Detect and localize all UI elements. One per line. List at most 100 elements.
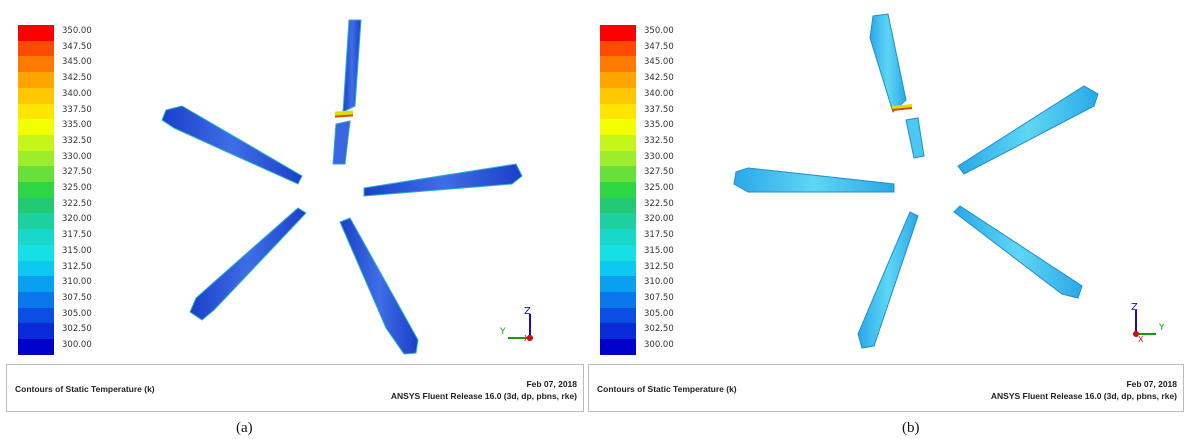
footer-title-b: Contours of Static Temperature (k): [597, 384, 737, 394]
colorbar-label: 347.50: [644, 41, 674, 52]
blade-top-root-a: [332, 120, 351, 165]
blade-top-a: [342, 19, 362, 113]
colorbar-swatch: [600, 119, 636, 136]
colorbar-label: 340.00: [62, 88, 92, 99]
axis-x-label-b: X: [1138, 335, 1144, 344]
colorbar-label: 320.00: [62, 214, 92, 225]
colorbar-swatch: [18, 339, 54, 356]
colorbar-label: 330.00: [62, 151, 92, 162]
colorbar-swatch: [600, 323, 636, 340]
rotor-render-a: Z Y X: [161, 19, 533, 355]
hot-band-a: [334, 110, 354, 116]
colorbar-swatch: [600, 134, 636, 152]
colorbar-swatch: [18, 197, 54, 214]
axis-y-label-a: Y: [499, 327, 506, 337]
colorbar-swatch: [18, 56, 54, 73]
blade-top-root-b: [905, 117, 925, 159]
colorbar-label: 307.50: [62, 292, 92, 303]
colorbar-label: 320.00: [644, 214, 674, 225]
colorbar-label: 315.00: [62, 245, 92, 256]
footer-a: Contours of Static Temperature (k) Feb 0…: [6, 364, 584, 412]
colorbar-label: 302.50: [62, 324, 92, 335]
colorbar-label: 342.50: [644, 73, 674, 84]
blade-lowerleft-a: [189, 207, 307, 321]
colorbar-label: 325.00: [644, 183, 674, 193]
graphics-view-a: 350.00 347.50 345.00 342.50 340.00 337.50 335.…: [6, 8, 584, 360]
colorbar-label: 305.00: [644, 308, 674, 319]
colorbar-label: 322.50: [62, 198, 92, 209]
colorbar-swatch: [600, 56, 636, 73]
colorbar-swatch: [600, 276, 636, 293]
colorbar-swatch: [18, 40, 54, 57]
colorbar-label: 307.50: [644, 292, 674, 303]
colorbar-label: 315.00: [644, 245, 674, 256]
colorbar-swatch: [18, 307, 54, 324]
colorbar-swatch: [600, 244, 636, 261]
colorbar-label: 347.50: [62, 41, 92, 52]
colorbar-swatch: [600, 40, 636, 57]
colorbar-swatch: [600, 197, 636, 214]
colorbar-label: 350.00: [644, 26, 674, 36]
colorbar-label: 312.50: [644, 261, 674, 272]
caption-a: (a): [236, 420, 253, 436]
colorbar-label: 312.50: [62, 261, 92, 272]
axis-x-label-a: X: [524, 334, 530, 343]
colorbar-swatch: [18, 72, 54, 89]
colorbar-swatch: [600, 72, 636, 89]
rotor-render-b: Z Y X: [733, 13, 1165, 349]
colorbar-swatch: [18, 276, 54, 293]
blade-lowerright-b: [953, 205, 1083, 299]
footer-release-b: ANSYS Fluent Release 16.0 (3d, dp, pbns,…: [990, 391, 1177, 401]
colorbar-swatch: [18, 260, 54, 277]
colorbar-swatch: [18, 134, 54, 152]
colorbar-swatch: [600, 339, 636, 356]
colorbar-swatch: [600, 166, 636, 183]
colorbar-label: 310.00: [62, 277, 92, 288]
blade-right-a: [363, 163, 523, 197]
colorbar-swatch: [18, 119, 54, 136]
colorbar-swatch: [18, 103, 54, 120]
colorbar-swatch: [18, 244, 54, 261]
colorbar-swatch: [18, 25, 54, 42]
caption-b: (b): [902, 420, 920, 436]
footer-title-a: Contours of Static Temperature (k): [15, 384, 155, 394]
colorbar-swatch: [18, 182, 54, 199]
colorbar-swatch: [600, 103, 636, 120]
colorbar-label: 345.00: [62, 57, 92, 68]
axis-z-label-a: Z: [524, 306, 531, 317]
colorbar-swatch: [18, 166, 54, 183]
axis-y-label-b: Y: [1158, 323, 1165, 333]
colorbar-swatch: [600, 213, 636, 230]
blade-lowerright-a: [339, 217, 419, 355]
colorbar-label: 335.00: [644, 120, 674, 131]
colorbar-swatch: [18, 87, 54, 104]
footer-b: Contours of Static Temperature (k) Feb 0…: [588, 364, 1184, 412]
footer-date-b: Feb 07, 2018: [1126, 379, 1177, 389]
blade-upperright-b: [957, 85, 1099, 175]
colorbar-label: 332.50: [644, 135, 674, 146]
colorbar-label: 327.50: [644, 167, 674, 178]
colorbar-label: 317.50: [62, 230, 92, 241]
axes-triad-a: [508, 314, 533, 341]
colorbar-label: 310.00: [644, 277, 674, 288]
colorbar-label: 345.00: [644, 57, 674, 68]
blade-left-b: [733, 167, 895, 193]
blade-top-b: [869, 13, 907, 113]
axis-z-label-b: Z: [1131, 302, 1138, 313]
colorbar-swatch: [18, 150, 54, 167]
graphics-view-b: 350.00 347.50 345.00 342.50 340.00 337.50 335.…: [588, 8, 1184, 360]
colorbar-swatch: [600, 25, 636, 42]
colorbar-swatch: [600, 150, 636, 167]
colorbar-swatch: [18, 229, 54, 246]
colorbar-label: 300.00: [644, 340, 674, 350]
colorbar-label: 340.00: [644, 88, 674, 99]
colorbar-label: 327.50: [62, 167, 92, 178]
colorbar-swatch: [18, 291, 54, 309]
colorbar-label: 305.00: [62, 308, 92, 319]
axes-triad-b: [1133, 310, 1156, 337]
colorbar-swatch: [600, 87, 636, 104]
colorbar-swatch: [600, 229, 636, 246]
contour-panel-a: 350.00 347.50 345.00 342.50 340.00 337.50 335.…: [6, 8, 584, 413]
colorbar-label: 300.00: [62, 340, 92, 350]
colorbar-label: 330.00: [644, 151, 674, 162]
